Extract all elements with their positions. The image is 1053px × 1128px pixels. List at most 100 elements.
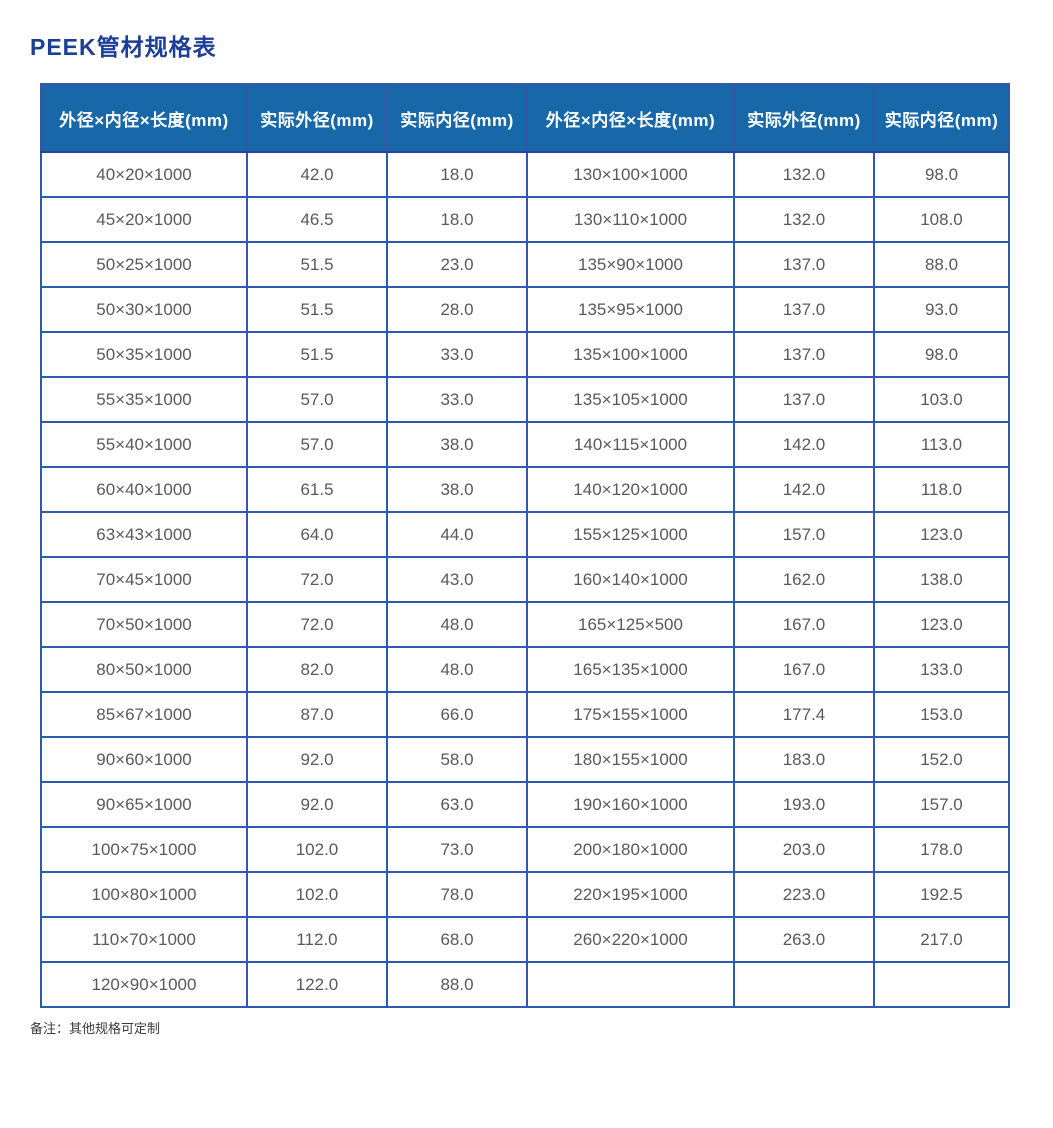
table-cell: 137.0 — [733, 286, 875, 333]
table-cell — [873, 961, 1010, 1008]
table-cell: 190×160×1000 — [526, 781, 735, 828]
table-cell: 46.5 — [246, 196, 388, 243]
table-cell: 60×40×1000 — [40, 466, 248, 513]
table-cell: 18.0 — [386, 151, 528, 198]
table-cell: 43.0 — [386, 556, 528, 603]
table-cell: 63×43×1000 — [40, 511, 248, 558]
table-cell: 167.0 — [733, 646, 875, 693]
table-cell: 217.0 — [873, 916, 1010, 963]
table-cell: 93.0 — [873, 286, 1010, 333]
header-cell-od-left: 实际外径(mm) — [246, 83, 388, 153]
header-cell-id-left: 实际内径(mm) — [386, 83, 528, 153]
table-row: 90×65×1000 92.0 63.0 190×160×1000 193.0 157.0 — [40, 781, 1010, 828]
table-cell: 72.0 — [246, 601, 388, 648]
table-cell: 66.0 — [386, 691, 528, 738]
table-cell: 183.0 — [733, 736, 875, 783]
table-cell: 80×50×1000 — [40, 646, 248, 693]
table-cell: 82.0 — [246, 646, 388, 693]
table-cell: 38.0 — [386, 466, 528, 513]
table-cell: 152.0 — [873, 736, 1010, 783]
note-text: 备注：其他规格可定制 — [30, 1021, 161, 1036]
table-cell: 18.0 — [386, 196, 528, 243]
table-cell: 133.0 — [873, 646, 1010, 693]
table-cell: 57.0 — [246, 376, 388, 423]
table-row: 60×40×1000 61.5 38.0 140×120×1000 142.0 118.0 — [40, 466, 1010, 513]
table-cell: 102.0 — [246, 871, 388, 918]
table-cell: 87.0 — [246, 691, 388, 738]
table-row: 45×20×1000 46.5 18.0 130×110×1000 132.0 108.0 — [40, 196, 1010, 243]
table-row: 80×50×1000 82.0 48.0 165×135×1000 167.0 133.0 — [40, 646, 1010, 693]
header-cell-id-right: 实际内径(mm) — [873, 83, 1010, 153]
table-cell: 140×115×1000 — [526, 421, 735, 468]
table-row: 90×60×1000 92.0 58.0 180×155×1000 183.0 152.0 — [40, 736, 1010, 783]
spec-table: 外径×内径×长度(mm) 实际外径(mm) 实际内径(mm) 外径×内径×长度(… — [40, 83, 1010, 1008]
table-cell: 123.0 — [873, 601, 1010, 648]
table-body: 40×20×1000 42.0 18.0 130×100×1000 132.0 98.0 4… — [40, 151, 1010, 1008]
table-cell: 108.0 — [873, 196, 1010, 243]
table-cell: 48.0 — [386, 601, 528, 648]
table-cell: 88.0 — [873, 241, 1010, 288]
table-cell: 177.4 — [733, 691, 875, 738]
table-cell: 45×20×1000 — [40, 196, 248, 243]
table-cell: 100×80×1000 — [40, 871, 248, 918]
table-cell: 68.0 — [386, 916, 528, 963]
table-header: 外径×内径×长度(mm) 实际外径(mm) 实际内径(mm) 外径×内径×长度(… — [40, 83, 1010, 153]
table-cell: 57.0 — [246, 421, 388, 468]
table-row: 55×35×1000 57.0 33.0 135×105×1000 137.0 103.0 — [40, 376, 1010, 423]
table-cell: 85×67×1000 — [40, 691, 248, 738]
table-cell — [526, 961, 735, 1008]
table-cell: 92.0 — [246, 781, 388, 828]
table-cell: 78.0 — [386, 871, 528, 918]
table-cell: 72.0 — [246, 556, 388, 603]
table-cell: 165×125×500 — [526, 601, 735, 648]
table-row: 50×30×1000 51.5 28.0 135×95×1000 137.0 93.0 — [40, 286, 1010, 333]
table-cell: 50×35×1000 — [40, 331, 248, 378]
table-cell: 73.0 — [386, 826, 528, 873]
table-cell: 50×25×1000 — [40, 241, 248, 288]
header-cell-spec-left: 外径×内径×长度(mm) — [40, 83, 248, 153]
table-cell: 64.0 — [246, 511, 388, 558]
table-cell: 58.0 — [386, 736, 528, 783]
table-cell: 40×20×1000 — [40, 151, 248, 198]
table-cell: 50×30×1000 — [40, 286, 248, 333]
table-cell: 70×50×1000 — [40, 601, 248, 648]
table-cell: 135×95×1000 — [526, 286, 735, 333]
table-cell — [733, 961, 875, 1008]
table-row: 100×75×1000 102.0 73.0 200×180×1000 203.0 178… — [40, 826, 1010, 873]
table-cell: 132.0 — [733, 196, 875, 243]
table-cell: 61.5 — [246, 466, 388, 513]
header-row: 外径×内径×长度(mm) 实际外径(mm) 实际内径(mm) 外径×内径×长度(… — [40, 83, 1010, 153]
table-row: 50×35×1000 51.5 33.0 135×100×1000 137.0 98.0 — [40, 331, 1010, 378]
table-cell: 92.0 — [246, 736, 388, 783]
table-cell: 88.0 — [386, 961, 528, 1008]
table-cell: 137.0 — [733, 331, 875, 378]
table-cell: 63.0 — [386, 781, 528, 828]
table-cell: 33.0 — [386, 376, 528, 423]
table-cell: 180×155×1000 — [526, 736, 735, 783]
table-cell: 90×65×1000 — [40, 781, 248, 828]
table-cell: 51.5 — [246, 241, 388, 288]
table-cell: 100×75×1000 — [40, 826, 248, 873]
table-cell: 130×110×1000 — [526, 196, 735, 243]
table-cell: 142.0 — [733, 466, 875, 513]
table-cell: 70×45×1000 — [40, 556, 248, 603]
table-row: 110×70×1000 112.0 68.0 260×220×1000 263.0 217… — [40, 916, 1010, 963]
table-cell: 90×60×1000 — [40, 736, 248, 783]
table-cell: 98.0 — [873, 151, 1010, 198]
table-row: 70×45×1000 72.0 43.0 160×140×1000 162.0 138.0 — [40, 556, 1010, 603]
table-cell: 138.0 — [873, 556, 1010, 603]
table-cell: 157.0 — [873, 781, 1010, 828]
table-cell: 157.0 — [733, 511, 875, 558]
table-cell: 137.0 — [733, 376, 875, 423]
table-cell: 153.0 — [873, 691, 1010, 738]
table-row: 40×20×1000 42.0 18.0 130×100×1000 132.0 98.0 — [40, 151, 1010, 198]
table-cell: 142.0 — [733, 421, 875, 468]
table-cell: 200×180×1000 — [526, 826, 735, 873]
table-cell: 203.0 — [733, 826, 875, 873]
table-row: 50×25×1000 51.5 23.0 135×90×1000 137.0 88.0 — [40, 241, 1010, 288]
table-cell: 118.0 — [873, 466, 1010, 513]
table-cell: 48.0 — [386, 646, 528, 693]
table-cell: 162.0 — [733, 556, 875, 603]
table-cell: 193.0 — [733, 781, 875, 828]
table-cell: 28.0 — [386, 286, 528, 333]
